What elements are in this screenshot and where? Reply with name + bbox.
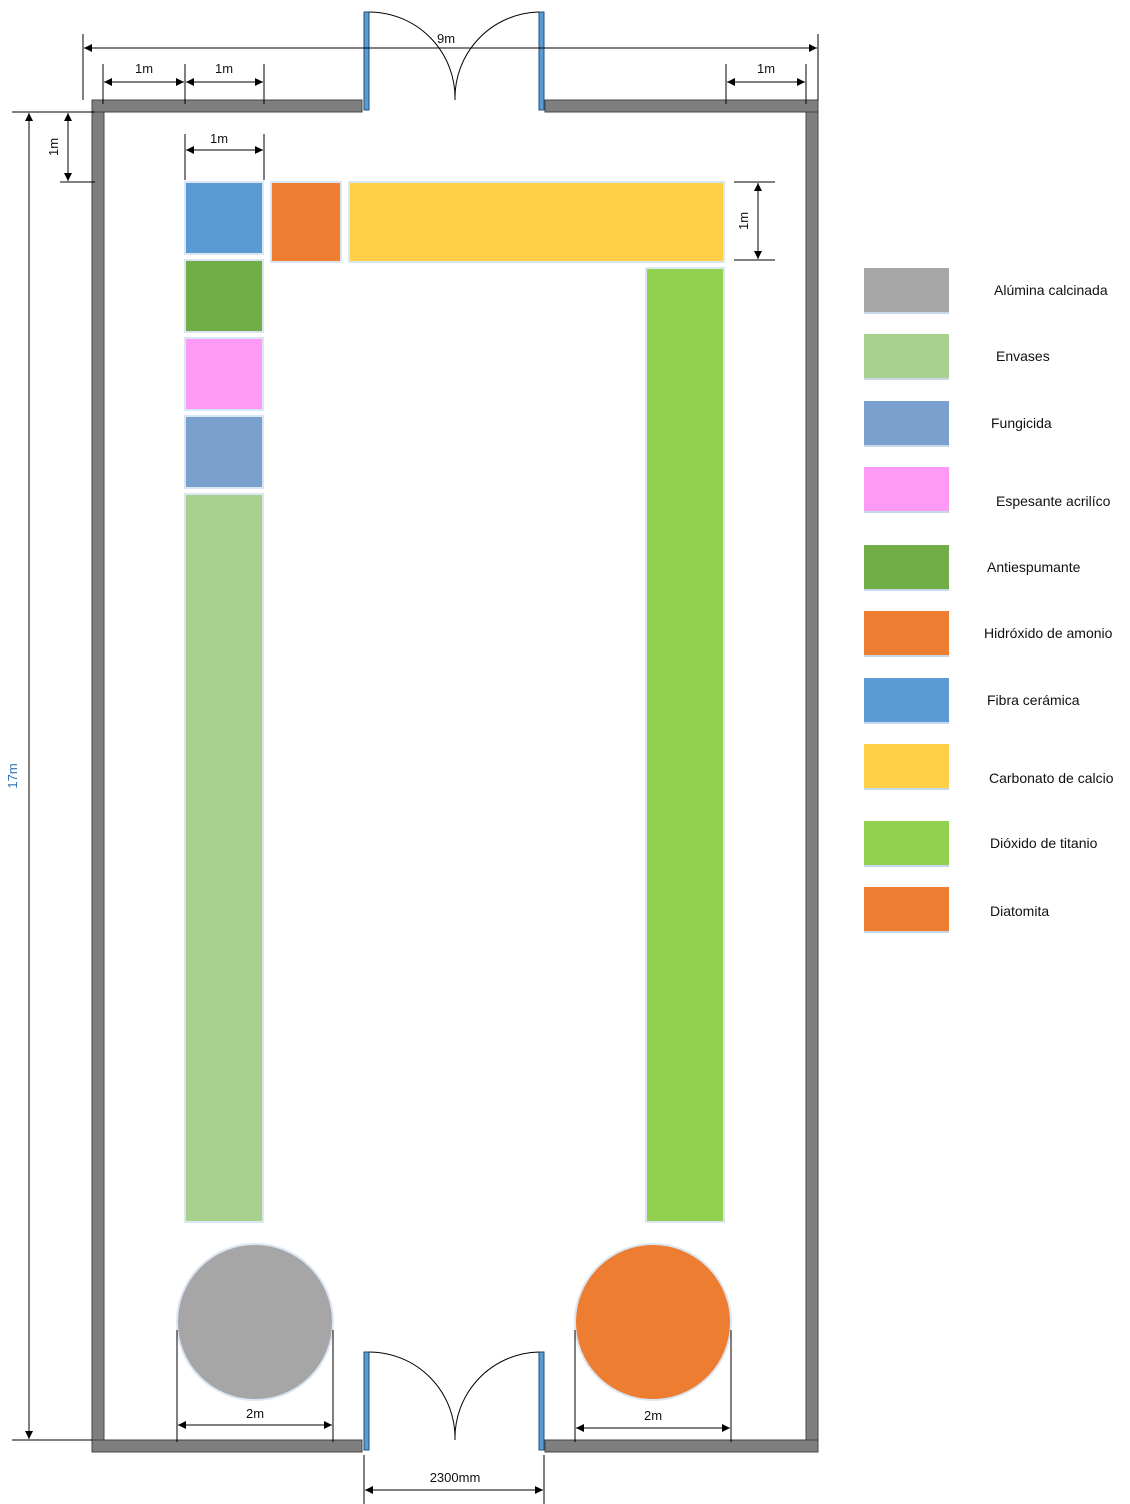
dim-label-top-left-1: 1m <box>135 61 153 76</box>
area-antiespumante[interactable] <box>184 259 264 333</box>
door-bottom-right-swing <box>454 1351 540 1441</box>
area-envases[interactable] <box>184 493 264 1223</box>
dim-label-circle-left: 2m <box>246 1406 264 1421</box>
wall-bottom-right <box>544 1439 819 1453</box>
walls <box>91 99 819 1453</box>
area-dioxido-titanio[interactable] <box>645 267 725 1223</box>
door-top-right-swing <box>454 11 540 101</box>
dimensions <box>12 34 819 1504</box>
door-bottom-left-swing <box>368 1351 456 1441</box>
area-fibra-ceramica[interactable] <box>184 181 264 255</box>
dimension-labels: 9m 1m 1m 1m 1m 1m 1m 17m 2m 2m 2300mm <box>5 31 775 1485</box>
area-diatomita[interactable] <box>574 1243 732 1401</box>
dim-label-shelf-width: 1m <box>210 131 228 146</box>
door-top-left-leaf <box>363 11 370 111</box>
area-hidroxido-amonio[interactable] <box>270 181 342 263</box>
dim-label-top-left-2: 1m <box>215 61 233 76</box>
door-bottom-right-leaf <box>538 1351 545 1451</box>
dim-label-17m: 17m <box>5 763 20 788</box>
dim-label-bottom-door: 2300mm <box>430 1470 481 1485</box>
area-carbonato-calcio[interactable] <box>348 181 725 263</box>
door-top-right-leaf <box>538 11 545 111</box>
area-espesante-acrilico[interactable] <box>184 337 264 411</box>
wall-bottom-left <box>91 1439 363 1453</box>
door-bottom-left-leaf <box>363 1351 370 1451</box>
dim-label-circle-right: 2m <box>644 1408 662 1423</box>
storage-areas <box>176 181 732 1401</box>
dim-label-9m: 9m <box>437 31 455 46</box>
area-alumina-calcinada[interactable] <box>176 1243 334 1401</box>
wall-right <box>805 99 819 1451</box>
door-top-left-swing <box>368 11 456 101</box>
door-top[interactable] <box>363 11 545 111</box>
dim-label-top-right: 1m <box>757 61 775 76</box>
wall-top-left <box>91 99 363 113</box>
wall-left <box>91 99 105 1451</box>
dim-label-shelf-depth: 1m <box>736 212 751 230</box>
area-fungicida[interactable] <box>184 415 264 489</box>
dim-label-left-offset: 1m <box>46 138 61 156</box>
wall-top-right <box>544 99 819 113</box>
door-bottom[interactable] <box>363 1351 545 1451</box>
